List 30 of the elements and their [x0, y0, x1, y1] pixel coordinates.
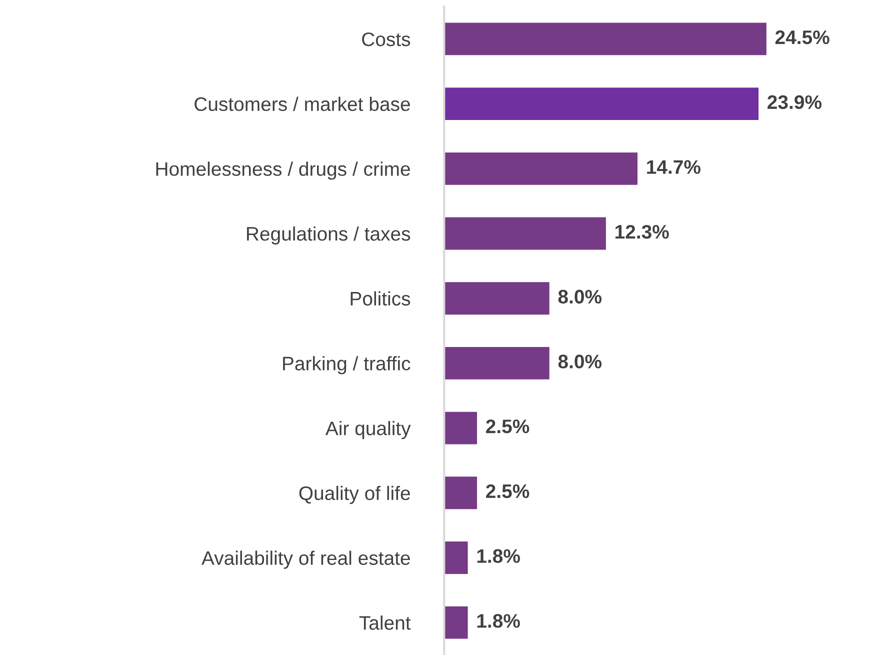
data-label: 8.0%	[558, 354, 602, 368]
y-tick-label: Quality of life	[299, 486, 410, 504]
data-label: 1.8%	[477, 614, 520, 628]
bar	[444, 282, 550, 315]
bar	[444, 88, 759, 120]
data-label: 8.0%	[558, 290, 602, 304]
y-tick-label: Homelessness / drugs / crime	[156, 162, 410, 180]
bar	[444, 606, 468, 639]
bar	[444, 542, 468, 574]
bar	[444, 346, 550, 380]
data-label: 2.5%	[486, 419, 530, 434]
y-tick-label: Availability of real estate	[202, 550, 410, 569]
bar	[444, 217, 606, 250]
y-tick-label: Talent	[359, 616, 411, 630]
data-label: 12.3%	[615, 224, 669, 239]
data-label: 23.9%	[768, 95, 822, 110]
bar	[444, 22, 766, 56]
data-label: 1.8%	[477, 549, 520, 563]
y-tick-label: Air quality	[325, 420, 411, 440]
y-tick-label: Costs	[362, 32, 410, 46]
y-tick-label: Parking / traffic	[283, 356, 410, 374]
data-label: 24.5%	[775, 30, 830, 44]
bar	[444, 152, 638, 185]
data-label: 2.5%	[486, 484, 530, 498]
y-tick-label: Regulations / taxes	[247, 226, 410, 245]
bar	[444, 412, 478, 444]
y-tick-label: Politics	[350, 291, 410, 306]
y-tick-label: Customers / market base	[194, 96, 410, 112]
bar	[444, 476, 478, 510]
data-label: 14.7%	[647, 160, 700, 174]
